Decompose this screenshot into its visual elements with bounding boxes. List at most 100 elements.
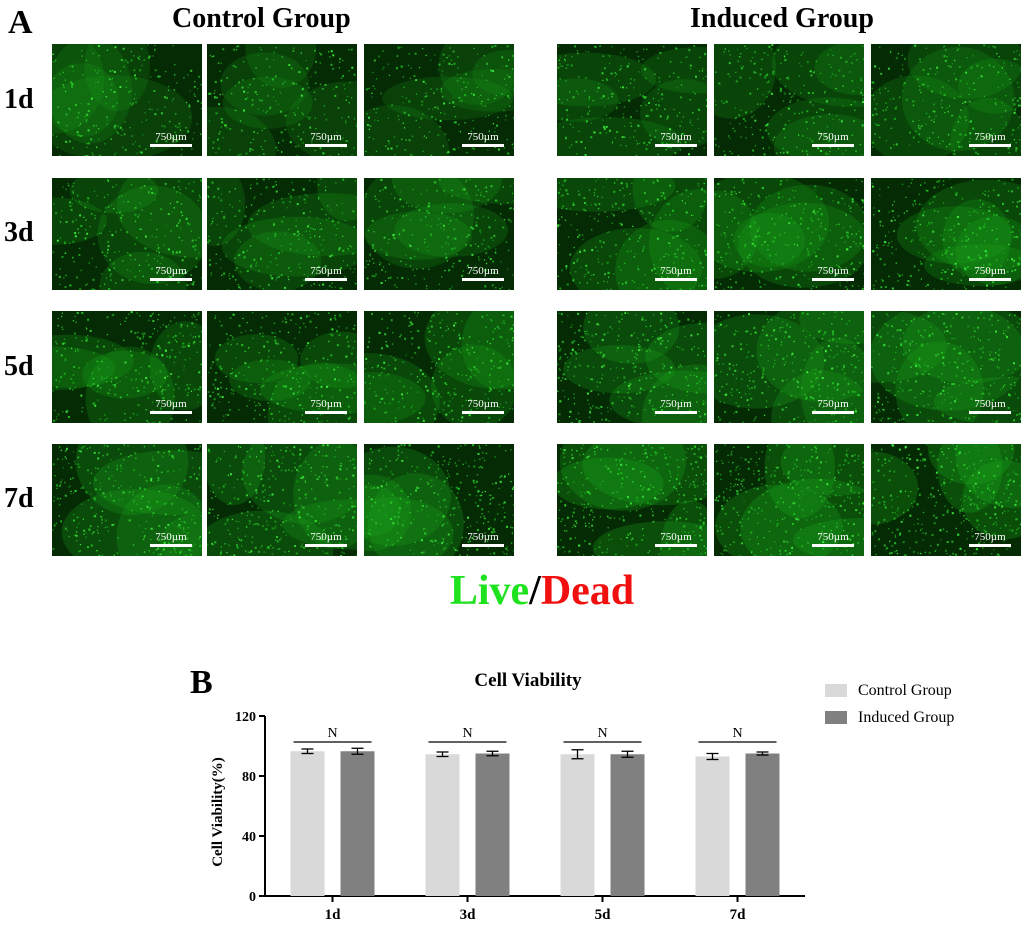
fluorescence-texture	[557, 311, 707, 423]
scale-bar-label: 750µm	[310, 531, 342, 543]
scale-bar-label: 750µm	[660, 531, 692, 543]
scale-bar-label: 750µm	[974, 265, 1006, 277]
scale-bar-label: 750µm	[310, 265, 342, 277]
scale-bar-label: 750µm	[310, 398, 342, 410]
fluorescence-texture	[557, 178, 707, 290]
micrograph-control-5d-1: 750µm	[52, 311, 202, 423]
legend-label-control: Control Group	[858, 682, 952, 699]
x-tick-label-5d: 5d	[595, 907, 612, 923]
scale-bar: 750µm	[150, 531, 192, 547]
scale-bar-line	[305, 411, 347, 414]
fluorescence-texture	[52, 44, 202, 156]
scale-bar: 750µm	[655, 131, 697, 147]
bar-induced-7d	[745, 753, 780, 896]
fluorescence-texture	[364, 444, 514, 556]
legend-label-induced: Induced Group	[858, 709, 955, 726]
micrograph-induced-1d-3: 750µm	[871, 44, 1021, 156]
fluorescence-texture	[714, 444, 864, 556]
scale-bar-label: 750µm	[467, 131, 499, 143]
bar-control-1d	[290, 751, 325, 896]
scale-bar: 750µm	[969, 531, 1011, 547]
panel-b-label: B	[190, 664, 213, 701]
micrograph-induced-7d-3: 750µm	[871, 444, 1021, 556]
scale-bar: 750µm	[812, 265, 854, 281]
scale-bar: 750µm	[150, 131, 192, 147]
scale-bar-line	[812, 411, 854, 414]
scale-bar-line	[305, 144, 347, 147]
scale-bar-label: 750µm	[974, 531, 1006, 543]
micrograph-control-7d-1: 750µm	[52, 444, 202, 556]
chart-title: Cell Viability	[474, 670, 582, 691]
y-tick-label: 0	[249, 890, 256, 905]
scale-bar-label: 750µm	[660, 398, 692, 410]
fluorescence-texture	[714, 44, 864, 156]
x-tick-label-7d: 7d	[730, 907, 747, 923]
scale-bar: 750µm	[655, 398, 697, 414]
micrograph-control-7d-2: 750µm	[207, 444, 357, 556]
micrograph-induced-5d-1: 750µm	[557, 311, 707, 423]
scale-bar-label: 750µm	[817, 531, 849, 543]
fluorescence-texture	[207, 44, 357, 156]
scale-bar-line	[655, 144, 697, 147]
live-dead-caption: Live/Dead	[0, 570, 1024, 612]
micrograph-control-1d-2: 750µm	[207, 44, 357, 156]
micrograph-induced-5d-2: 750µm	[714, 311, 864, 423]
y-tick-label: 40	[242, 830, 256, 845]
bar-control-3d	[425, 754, 460, 896]
scale-bar-line	[812, 544, 854, 547]
scale-bar-line	[150, 278, 192, 281]
scale-bar-label: 750µm	[660, 265, 692, 277]
legend-swatch-induced	[825, 711, 847, 724]
scale-bar-label: 750µm	[817, 265, 849, 277]
scale-bar-line	[462, 144, 504, 147]
fluorescence-texture	[557, 45, 707, 156]
fluorescence-texture	[714, 311, 864, 423]
fluorescence-texture	[52, 444, 202, 556]
scale-bar-line	[655, 278, 697, 281]
scale-bar: 750µm	[969, 131, 1011, 147]
control-group-title: Control Group	[172, 3, 351, 34]
scale-bar-label: 750µm	[467, 265, 499, 277]
scale-bar: 750µm	[305, 265, 347, 281]
row-label-7d: 7d	[4, 483, 34, 514]
scale-bar-label: 750µm	[310, 131, 342, 143]
scale-bar-label: 750µm	[974, 131, 1006, 143]
scale-bar-label: 750µm	[155, 265, 187, 277]
scale-bar-label: 750µm	[467, 398, 499, 410]
x-tick-label-1d: 1d	[325, 907, 342, 923]
fluorescence-texture	[714, 178, 864, 290]
fluorescence-texture	[557, 444, 707, 556]
scale-bar: 750µm	[812, 131, 854, 147]
bar-induced-5d	[610, 754, 645, 896]
slash: /	[529, 568, 541, 614]
micrograph-induced-1d-2: 750µm	[714, 44, 864, 156]
micrograph-induced-3d-3: 750µm	[871, 178, 1021, 290]
micrograph-control-5d-2: 750µm	[207, 311, 357, 423]
scale-bar-line	[462, 544, 504, 547]
cell-viability-chart: Cell Viability Cell Viability(%) 0 40 80 12…	[210, 670, 805, 923]
scale-bar-line	[150, 144, 192, 147]
fluorescence-texture	[871, 44, 1021, 156]
bar-control-5d	[560, 754, 595, 896]
row-label-3d: 3d	[4, 217, 34, 248]
micrograph-induced-5d-3: 750µm	[871, 311, 1021, 423]
scale-bar: 750µm	[305, 398, 347, 414]
y-axis-label: Cell Viability(%)	[210, 757, 226, 867]
scale-bar-label: 750µm	[155, 131, 187, 143]
scale-bar-line	[305, 278, 347, 281]
row-label-5d: 5d	[4, 351, 34, 382]
micrograph-control-3d-1: 750µm	[52, 178, 202, 290]
scale-bar: 750µm	[150, 265, 192, 281]
significance-label: N	[327, 726, 337, 741]
live-label: Live	[449, 568, 530, 614]
scale-bar-label: 750µm	[974, 398, 1006, 410]
micrograph-induced-7d-1: 750µm	[557, 444, 707, 556]
scale-bar: 750µm	[462, 398, 504, 414]
fluorescence-texture	[52, 311, 202, 423]
bar-induced-3d	[475, 753, 510, 896]
scale-bar-line	[462, 411, 504, 414]
fluorescence-texture	[207, 311, 357, 423]
fluorescence-texture	[871, 311, 1021, 423]
scale-bar-line	[812, 144, 854, 147]
bar-control-7d	[695, 756, 730, 896]
